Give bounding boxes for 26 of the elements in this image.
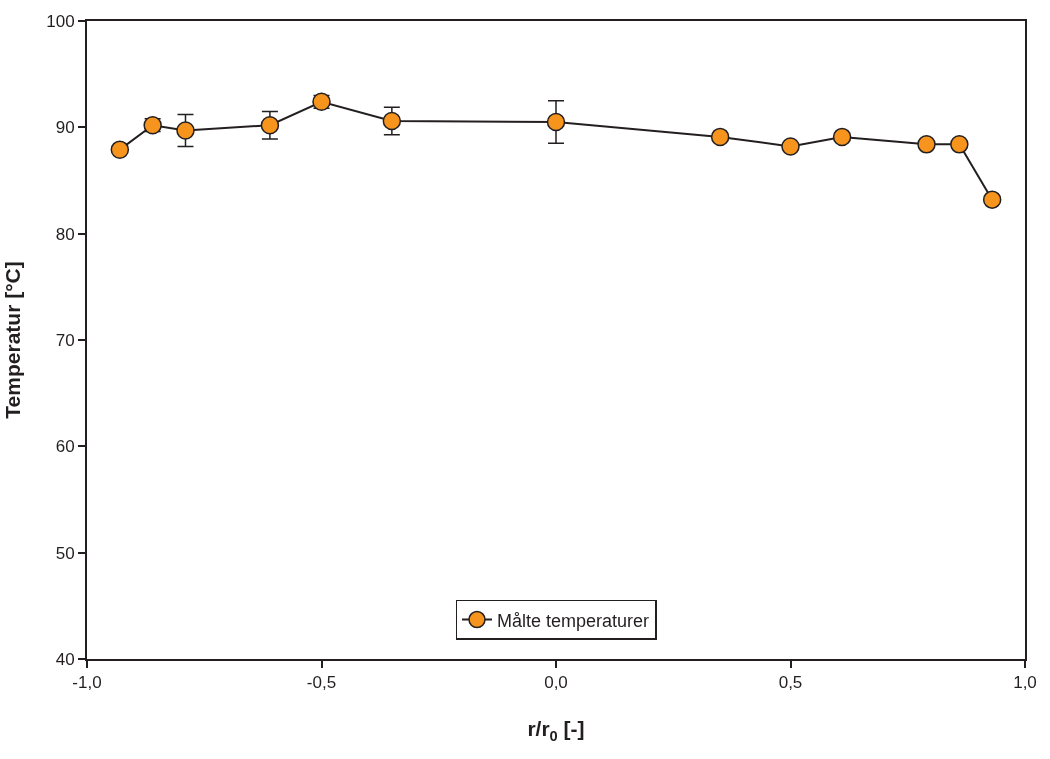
y-tick-label: 80	[55, 224, 75, 244]
point	[176, 121, 195, 140]
point	[110, 140, 130, 159]
point	[382, 111, 402, 131]
y-tick-label: 50	[55, 543, 75, 563]
x-tick-label: 0,5	[778, 673, 803, 693]
x-tick-label: -1,0	[72, 673, 102, 693]
legend-label: Målte temperaturer	[497, 610, 650, 631]
x-tick-label: -0,5	[306, 673, 337, 693]
y-tick-label: 70	[55, 330, 75, 350]
point	[917, 135, 936, 154]
point	[950, 135, 969, 154]
y-axis-title: Temperatur [°C]	[0, 261, 24, 419]
point	[260, 115, 280, 135]
y-tick-label: 100	[46, 11, 75, 31]
point	[546, 112, 566, 132]
point	[781, 137, 800, 156]
x-tick-label: 0,0	[544, 673, 568, 693]
y-tick-label: 60	[55, 437, 75, 457]
point	[710, 127, 730, 147]
x-tick-label: 1,0	[1013, 673, 1037, 693]
y-tick-label: 40	[55, 649, 75, 669]
point	[832, 127, 852, 147]
x-axis-title: r/r$_{0}$ [-]	[527, 717, 585, 744]
point	[982, 190, 1002, 209]
y-tick-label: 90	[55, 118, 75, 138]
